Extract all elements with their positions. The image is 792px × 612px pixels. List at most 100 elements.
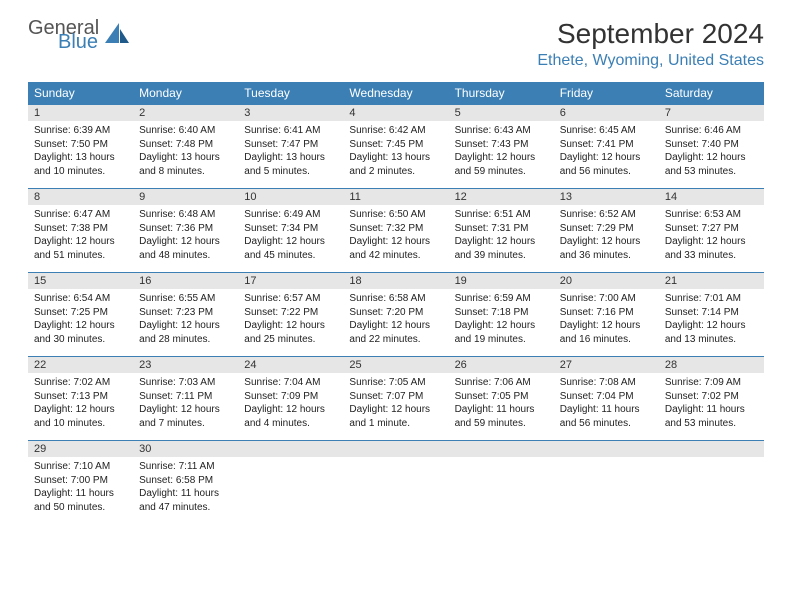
sunset-text: Sunset: 7:40 PM (665, 138, 758, 152)
sunset-text: Sunset: 7:05 PM (455, 390, 548, 404)
sunrise-text: Sunrise: 6:42 AM (349, 124, 442, 138)
sunrise-text: Sunrise: 6:45 AM (560, 124, 653, 138)
day-number-cell: 12 (449, 189, 554, 206)
day-number-cell: 8 (28, 189, 133, 206)
sunrise-text: Sunrise: 6:59 AM (455, 292, 548, 306)
day-number-cell: 19 (449, 273, 554, 290)
sunset-text: Sunset: 6:58 PM (139, 474, 232, 488)
day-detail-cell: Sunrise: 7:01 AMSunset: 7:14 PMDaylight:… (659, 289, 764, 357)
sunset-text: Sunset: 7:29 PM (560, 222, 653, 236)
day-detail-cell: Sunrise: 6:42 AMSunset: 7:45 PMDaylight:… (343, 121, 448, 189)
day-detail-cell: Sunrise: 7:06 AMSunset: 7:05 PMDaylight:… (449, 373, 554, 441)
day-number-cell: 5 (449, 105, 554, 122)
daylight-text: Daylight: 12 hours and 33 minutes. (665, 235, 758, 262)
sunrise-text: Sunrise: 7:03 AM (139, 376, 232, 390)
daylight-text: Daylight: 12 hours and 48 minutes. (139, 235, 232, 262)
day-detail-row: Sunrise: 6:39 AMSunset: 7:50 PMDaylight:… (28, 121, 764, 189)
daylight-text: Daylight: 12 hours and 51 minutes. (34, 235, 127, 262)
day-number-row: 15161718192021 (28, 273, 764, 290)
day-number-cell: 14 (659, 189, 764, 206)
sunrise-text: Sunrise: 6:57 AM (244, 292, 337, 306)
day-number-cell: 30 (133, 441, 238, 458)
sunrise-text: Sunrise: 7:00 AM (560, 292, 653, 306)
day-number-cell: 28 (659, 357, 764, 374)
day-number-cell: 9 (133, 189, 238, 206)
sunset-text: Sunset: 7:25 PM (34, 306, 127, 320)
day-header: Sunday (28, 82, 133, 105)
day-detail-cell (449, 457, 554, 524)
day-header: Monday (133, 82, 238, 105)
sunset-text: Sunset: 7:14 PM (665, 306, 758, 320)
sunrise-text: Sunrise: 7:01 AM (665, 292, 758, 306)
sunrise-text: Sunrise: 7:05 AM (349, 376, 442, 390)
sunset-text: Sunset: 7:50 PM (34, 138, 127, 152)
day-number-cell: 16 (133, 273, 238, 290)
sunset-text: Sunset: 7:38 PM (34, 222, 127, 236)
daylight-text: Daylight: 12 hours and 1 minute. (349, 403, 442, 430)
daylight-text: Daylight: 11 hours and 53 minutes. (665, 403, 758, 430)
sunset-text: Sunset: 7:32 PM (349, 222, 442, 236)
sunrise-text: Sunrise: 6:43 AM (455, 124, 548, 138)
daylight-text: Daylight: 12 hours and 4 minutes. (244, 403, 337, 430)
day-number-cell (343, 441, 448, 458)
sunset-text: Sunset: 7:07 PM (349, 390, 442, 404)
day-number-row: 2930 (28, 441, 764, 458)
sunrise-text: Sunrise: 6:55 AM (139, 292, 232, 306)
day-detail-cell (238, 457, 343, 524)
sunrise-text: Sunrise: 7:11 AM (139, 460, 232, 474)
day-detail-cell: Sunrise: 6:47 AMSunset: 7:38 PMDaylight:… (28, 205, 133, 273)
sunrise-text: Sunrise: 6:39 AM (34, 124, 127, 138)
day-detail-cell: Sunrise: 7:09 AMSunset: 7:02 PMDaylight:… (659, 373, 764, 441)
day-detail-cell: Sunrise: 7:04 AMSunset: 7:09 PMDaylight:… (238, 373, 343, 441)
sunrise-text: Sunrise: 6:50 AM (349, 208, 442, 222)
sunset-text: Sunset: 7:20 PM (349, 306, 442, 320)
sunset-text: Sunset: 7:02 PM (665, 390, 758, 404)
sunrise-text: Sunrise: 7:04 AM (244, 376, 337, 390)
day-number-cell: 4 (343, 105, 448, 122)
sunset-text: Sunset: 7:11 PM (139, 390, 232, 404)
sunrise-text: Sunrise: 6:58 AM (349, 292, 442, 306)
day-detail-cell: Sunrise: 6:49 AMSunset: 7:34 PMDaylight:… (238, 205, 343, 273)
day-detail-cell: Sunrise: 7:08 AMSunset: 7:04 PMDaylight:… (554, 373, 659, 441)
sunset-text: Sunset: 7:04 PM (560, 390, 653, 404)
sunrise-text: Sunrise: 7:09 AM (665, 376, 758, 390)
day-header: Friday (554, 82, 659, 105)
day-detail-cell: Sunrise: 7:05 AMSunset: 7:07 PMDaylight:… (343, 373, 448, 441)
day-detail-cell: Sunrise: 6:50 AMSunset: 7:32 PMDaylight:… (343, 205, 448, 273)
day-detail-cell: Sunrise: 7:02 AMSunset: 7:13 PMDaylight:… (28, 373, 133, 441)
sunrise-text: Sunrise: 6:41 AM (244, 124, 337, 138)
header: General Blue September 2024 Ethete, Wyom… (28, 18, 764, 70)
day-detail-cell: Sunrise: 6:43 AMSunset: 7:43 PMDaylight:… (449, 121, 554, 189)
day-detail-cell: Sunrise: 7:03 AMSunset: 7:11 PMDaylight:… (133, 373, 238, 441)
sunrise-text: Sunrise: 6:53 AM (665, 208, 758, 222)
daylight-text: Daylight: 13 hours and 10 minutes. (34, 151, 127, 178)
day-number-cell: 24 (238, 357, 343, 374)
day-detail-cell: Sunrise: 6:57 AMSunset: 7:22 PMDaylight:… (238, 289, 343, 357)
day-number-cell (554, 441, 659, 458)
logo-text-blue: Blue (58, 32, 99, 52)
day-number-cell: 25 (343, 357, 448, 374)
day-detail-cell: Sunrise: 6:52 AMSunset: 7:29 PMDaylight:… (554, 205, 659, 273)
daylight-text: Daylight: 11 hours and 50 minutes. (34, 487, 127, 514)
day-number-cell: 7 (659, 105, 764, 122)
day-number-cell: 26 (449, 357, 554, 374)
logo-sail-icon (105, 23, 131, 50)
sunrise-text: Sunrise: 7:02 AM (34, 376, 127, 390)
daylight-text: Daylight: 12 hours and 7 minutes. (139, 403, 232, 430)
day-number-cell: 1 (28, 105, 133, 122)
sunrise-text: Sunrise: 6:48 AM (139, 208, 232, 222)
daylight-text: Daylight: 13 hours and 8 minutes. (139, 151, 232, 178)
title-block: September 2024 Ethete, Wyoming, United S… (537, 18, 764, 70)
day-number-cell (238, 441, 343, 458)
day-detail-cell: Sunrise: 7:00 AMSunset: 7:16 PMDaylight:… (554, 289, 659, 357)
day-detail-cell: Sunrise: 6:51 AMSunset: 7:31 PMDaylight:… (449, 205, 554, 273)
day-number-row: 1234567 (28, 105, 764, 122)
day-detail-cell: Sunrise: 7:10 AMSunset: 7:00 PMDaylight:… (28, 457, 133, 524)
daylight-text: Daylight: 11 hours and 59 minutes. (455, 403, 548, 430)
daylight-text: Daylight: 11 hours and 47 minutes. (139, 487, 232, 514)
daylight-text: Daylight: 12 hours and 56 minutes. (560, 151, 653, 178)
daylight-text: Daylight: 12 hours and 25 minutes. (244, 319, 337, 346)
day-detail-cell: Sunrise: 6:53 AMSunset: 7:27 PMDaylight:… (659, 205, 764, 273)
day-number-cell: 11 (343, 189, 448, 206)
day-detail-row: Sunrise: 7:02 AMSunset: 7:13 PMDaylight:… (28, 373, 764, 441)
